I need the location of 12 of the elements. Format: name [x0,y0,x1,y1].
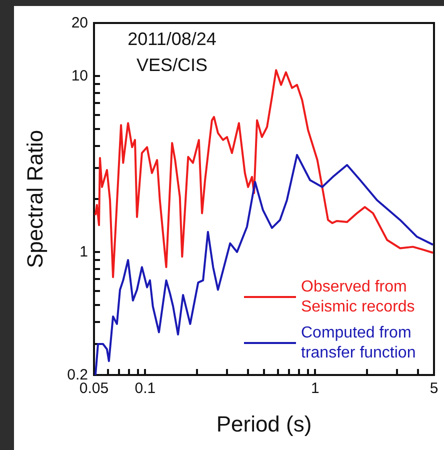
legend-label: Observed from Seismic records [301,278,415,316]
y-tick-label: 1 [80,243,88,260]
annotation: 2011/08/24 [128,29,216,49]
legend-label: Computed from transfer function [301,324,416,362]
annotation: VES/CIS [136,55,208,75]
y-axis-title: Spectral Ratio [22,130,48,268]
x-tick-label: 1 [311,380,320,397]
y-tick-label: 20 [71,14,88,32]
y-tick-label: 10 [71,67,88,84]
x-tick-label: 5 [430,380,438,397]
x-tick-label: 0.1 [134,380,156,397]
x-axis-title: Period (s) [216,412,312,436]
